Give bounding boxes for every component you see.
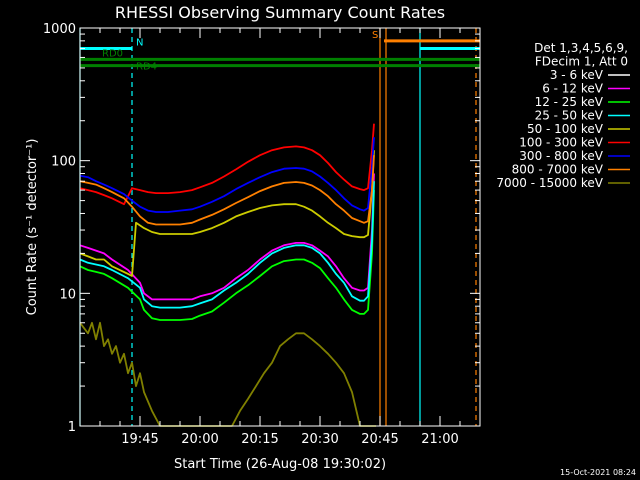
overlay-layer: N S RD0 RD4: [79, 28, 480, 426]
legend-label-3: 25 - 50 keV: [535, 109, 604, 123]
y-axis-label: Count Rate (s⁻¹ detector⁻¹): [25, 139, 40, 316]
x-tick-label-1: 20:00: [181, 432, 218, 447]
legend-header-0: Det 1,3,4,5,6,9,: [534, 41, 628, 55]
x-tick-label-0: 19:45: [121, 432, 158, 447]
series-line-1: [79, 173, 375, 301]
x-tick-label-2: 20:15: [241, 432, 278, 447]
x-tick-label-4: 20:45: [361, 432, 398, 447]
chart-title: RHESSI Observing Summary Count Rates: [115, 3, 445, 22]
series-line-6: [79, 137, 375, 213]
series-line-7: [79, 155, 375, 226]
y-tick-label-3: 1000: [43, 22, 76, 37]
legend-label-4: 50 - 100 keV: [527, 122, 604, 136]
series-line-0: [79, 200, 375, 342]
series-line-4: [79, 150, 375, 277]
x-tick-label-3: 20:30: [301, 432, 338, 447]
legend-label-2: 12 - 25 keV: [535, 95, 604, 109]
series-line-2: [79, 190, 375, 321]
overlay-label-3: RD0: [102, 48, 123, 59]
overlay-label-0: N: [136, 38, 143, 49]
overlay-label-4: RD4: [136, 62, 157, 73]
legend-label-8: 7000 - 15000 keV: [496, 176, 603, 190]
legend-label-7: 800 - 7000 keV: [512, 163, 604, 177]
legend-label-1: 6 - 12 keV: [542, 82, 604, 96]
axis-layer: 1 10 100 1000 19:45 20:00 20:15 20:30 20:45 21:00: [43, 22, 481, 447]
y-tick-label-1: 10: [59, 287, 76, 302]
series-line-3: [79, 181, 375, 309]
x-axis-label: Start Time (26-Aug-08 19:30:02): [174, 457, 386, 472]
timestamp-label: 15-Oct-2021 08:24: [560, 468, 636, 477]
y-tick-label-2: 100: [51, 155, 76, 170]
legend-label-0: 3 - 6 keV: [550, 68, 604, 82]
x-tick-label-5: 21:00: [421, 432, 458, 447]
y-tick-label-0: 1: [68, 420, 76, 435]
overlay-label-1: S: [372, 30, 378, 41]
legend-label-6: 300 - 800 keV: [519, 149, 603, 163]
legend: Det 1,3,4,5,6,9,FDecim 1, Att 03 - 6 keV…: [496, 41, 630, 190]
legend-header-1: FDecim 1, Att 0: [535, 55, 628, 69]
legend-label-5: 100 - 300 keV: [519, 136, 603, 150]
